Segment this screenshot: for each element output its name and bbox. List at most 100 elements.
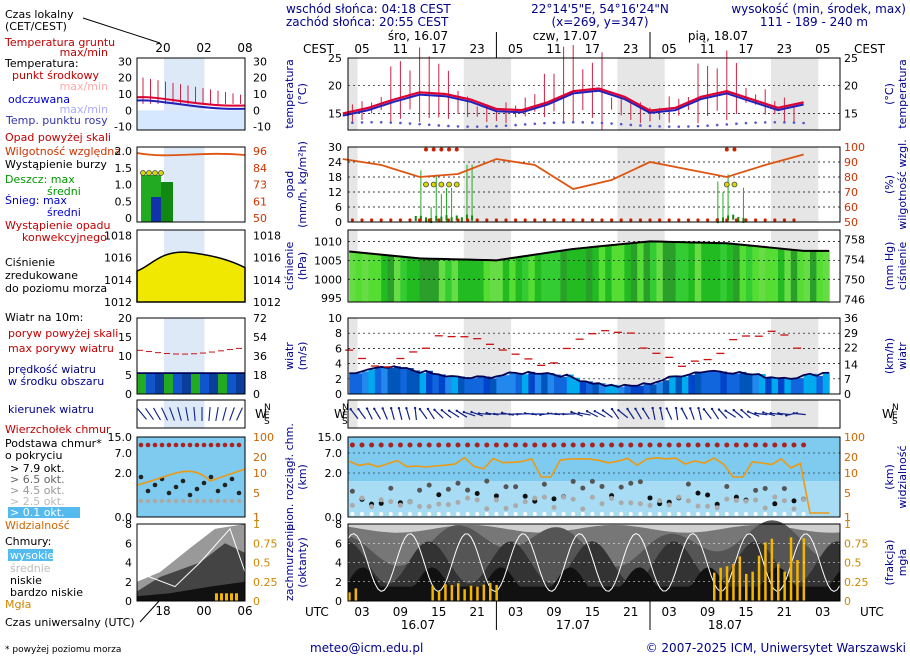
cloud-base-dot-light: [359, 495, 365, 501]
legend-cloud-base-dot: [138, 474, 144, 480]
wind-fill: [362, 371, 369, 394]
axis-unit-right: (km/h): [883, 338, 896, 374]
cloud-cover-tick-left: 4: [335, 557, 342, 570]
cloud-top-dot: [532, 442, 538, 448]
legend-bottom-hour: 06: [237, 604, 252, 618]
wind-fill: [394, 366, 401, 394]
legend-panel-border: [136, 317, 246, 395]
convective-dot: [408, 218, 412, 222]
cloud-base-dot-white: [696, 512, 700, 516]
cloud-top-dot: [666, 442, 672, 448]
axis-unit-left: (°C): [296, 83, 309, 105]
pressure-fill: [496, 260, 504, 302]
fog-bar: [489, 582, 492, 601]
wind-tick-left: 8: [335, 327, 342, 340]
cloud-base-dot-white: [513, 512, 518, 516]
legend-top-hour: 20: [155, 41, 170, 55]
dewpoint-dot: [581, 121, 585, 124]
compass-s: S: [342, 417, 348, 427]
wind-fill: [374, 367, 382, 394]
pressure-fill: [778, 248, 785, 302]
clouds-high-line: [347, 533, 841, 592]
storm-marker: [731, 181, 738, 188]
legend-top-hours: 20 02 08: [155, 41, 252, 55]
cloud-top-dot: [378, 442, 384, 448]
wind-dir-head: [470, 410, 473, 414]
legend-cloud-base-dot-light: [152, 498, 158, 504]
pressure-fill: [490, 260, 497, 302]
night-band: [348, 147, 358, 222]
wind-fill: [726, 373, 734, 394]
cloud-base-dot-light: [705, 503, 711, 509]
cloud-base-dot-white: [648, 512, 652, 516]
legend-panel-precip: 2.0 1.5 1.0 0.5 0 96 84 73 61 50: [115, 145, 268, 225]
wind-dir-arrow: [456, 410, 468, 418]
convective-dot: [610, 218, 614, 222]
dewpoint-dot: [552, 121, 556, 125]
fog-bar: [789, 537, 793, 601]
legend-cloud-base-dot: [180, 478, 186, 484]
legend-cloud-base-dot-light: [159, 498, 165, 504]
wind-fill: [432, 373, 440, 394]
wind-fill: [566, 374, 574, 394]
dewpoint-dot: [792, 121, 796, 124]
legend-temp-tick-left: -10: [114, 121, 132, 134]
wind-dir-arrow: [770, 412, 783, 416]
wind-fill: [669, 376, 677, 394]
legend-cloud-top-dot: [152, 442, 158, 448]
cloud-base-dot-light: [762, 505, 768, 511]
footer-email[interactable]: meteo@icm.edu.pl: [310, 641, 423, 655]
legend-cloud-base-dot-light: [173, 498, 179, 504]
wind-fill: [458, 376, 465, 394]
bottom-hour-label: 03: [662, 605, 677, 619]
convective-dot: [466, 218, 470, 222]
wind-dir-head: [365, 407, 369, 410]
wind-dir-arrow: [448, 410, 460, 418]
storm-marker: [453, 181, 460, 188]
wind-dir-arrow: [398, 408, 403, 420]
precip-tick-left: 0: [335, 216, 342, 229]
dewpoint-dot: [485, 125, 489, 128]
cloud-base-dot-light: [570, 496, 576, 502]
legend-wind-speed: prędkość wiatru: [8, 363, 96, 376]
pressure-fill: [349, 251, 357, 302]
axis-unit-left: (hPa): [296, 252, 309, 280]
panel-bg: [348, 400, 840, 428]
wind-fill: [451, 375, 459, 394]
convective-dot: [504, 218, 508, 222]
wind-tick-left: 6: [335, 342, 342, 355]
top-days: śro, 16.07 czw, 17.07 pią, 18.07: [388, 29, 748, 43]
dewpoint-dot: [408, 122, 412, 125]
legend-cloud-top-dot: [138, 442, 144, 448]
legend-precip-tick-left: 2.0: [115, 145, 133, 158]
wind-fill: [406, 367, 414, 394]
visibility-line: [348, 456, 830, 514]
legend-pressure-tick-left: 1016: [104, 252, 132, 265]
pressure-fill: [797, 250, 805, 302]
legend-cloud-top-dot: [194, 442, 200, 448]
rain-mean-bar: [445, 215, 448, 221]
legend-temp-mm: max/min: [60, 80, 108, 93]
fog-bar: [802, 538, 806, 601]
dewpoint-dot: [687, 125, 690, 128]
cloud-base-dot-white: [532, 512, 537, 516]
cloud-base-dot: [705, 492, 711, 498]
legend-rain-mean: [161, 182, 173, 222]
fog-bar: [751, 571, 754, 601]
cloud-top-dot: [743, 442, 749, 448]
wind-line: [349, 365, 830, 388]
wind-fill: [739, 371, 747, 394]
cloud-base-dot-white: [494, 512, 499, 516]
coords-text: 22°14'5"E, 54°16'24"N: [531, 2, 669, 16]
convective-dot: [389, 218, 393, 222]
wind-dir-arrow: [611, 408, 620, 420]
legend-compass-s: S: [264, 417, 270, 427]
wind-fill: [490, 378, 497, 394]
cloud-base-dot-light: [397, 502, 403, 508]
cloud-base-dot-light: [580, 506, 586, 512]
bottom-day-label: 16.07: [401, 618, 435, 632]
convective-dot: [427, 218, 431, 222]
axis-title-left: pion. rozciągł. chm.: [283, 423, 296, 531]
wind-dir-arrow: [618, 409, 629, 419]
top-hour-label: 17: [431, 42, 446, 56]
